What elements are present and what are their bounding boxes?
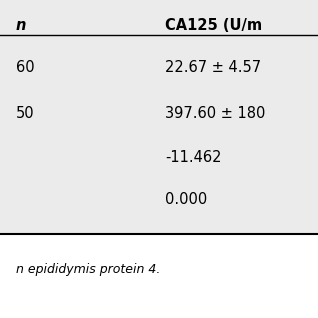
Text: 50: 50 bbox=[16, 106, 35, 121]
Text: n epididymis protein 4.: n epididymis protein 4. bbox=[16, 264, 160, 276]
Text: 397.60 ± 180: 397.60 ± 180 bbox=[165, 106, 266, 121]
Bar bbox=[0, 234, 318, 318]
Text: -11.462: -11.462 bbox=[165, 150, 222, 165]
Text: 22.67 ± 4.57: 22.67 ± 4.57 bbox=[165, 60, 261, 75]
Text: n: n bbox=[16, 18, 26, 33]
Text: 0.000: 0.000 bbox=[165, 192, 208, 208]
Bar bbox=[0, 0, 318, 234]
Text: 60: 60 bbox=[16, 60, 35, 75]
Text: CA125 (U/m: CA125 (U/m bbox=[165, 18, 262, 33]
